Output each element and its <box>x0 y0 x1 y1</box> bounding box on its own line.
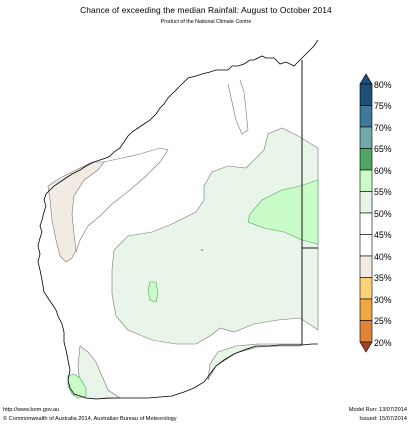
legend-label: 40% <box>374 252 392 262</box>
footer-issued: Issued: 15/07/2014 <box>359 416 407 422</box>
map-title: Chance of exceeding the median Rainfall:… <box>80 5 332 15</box>
footer-model-run: Model Run: 13/07/2014 <box>348 407 407 413</box>
legend-label: 45% <box>374 230 392 240</box>
legend-band <box>359 148 373 171</box>
legend-band <box>359 83 373 106</box>
legend-label: 60% <box>374 166 392 176</box>
legend-cap-top <box>359 73 373 85</box>
legend-band <box>359 191 373 214</box>
legend-label: 75% <box>374 101 392 111</box>
legend-labels: 80% 75% 70% 65% 60% 55% 50% 45% 40% 35% … <box>374 0 412 427</box>
above-median-region-central <box>111 127 319 345</box>
legend-band <box>359 234 373 257</box>
legend-label: 50% <box>374 209 392 219</box>
above-median-patch <box>147 281 159 303</box>
legend-band <box>359 105 373 128</box>
legend-band <box>359 169 373 192</box>
legend-label: 35% <box>374 273 392 283</box>
legend-colorbar <box>359 73 373 353</box>
footer-url: http://www.bom.gov.au <box>3 407 60 413</box>
legend-label: 70% <box>374 123 392 133</box>
contour-north <box>227 79 249 135</box>
inland-lake-marker <box>201 249 203 251</box>
legend-label: 55% <box>374 187 392 197</box>
below-median-region-west <box>47 161 105 263</box>
legend-label: 25% <box>374 316 392 326</box>
legend-band <box>359 212 373 235</box>
legend-band <box>359 126 373 149</box>
map-subtitle: Product of the National Climate Centre <box>160 19 252 25</box>
legend-label: 30% <box>374 295 392 305</box>
contour-pilbara <box>75 147 169 253</box>
legend-band <box>359 255 373 278</box>
legend-label: 80% <box>374 80 392 90</box>
legend-label: 20% <box>374 338 392 348</box>
coastline <box>37 39 319 400</box>
legend-cap-bottom <box>359 341 373 353</box>
footer-copyright: © Commonwealth of Australia 2014, Austra… <box>3 416 177 422</box>
legend-band <box>359 320 373 343</box>
legend-band <box>359 298 373 321</box>
legend-label: 65% <box>374 144 392 154</box>
legend-band <box>359 277 373 300</box>
above-median-region-east <box>247 179 319 245</box>
